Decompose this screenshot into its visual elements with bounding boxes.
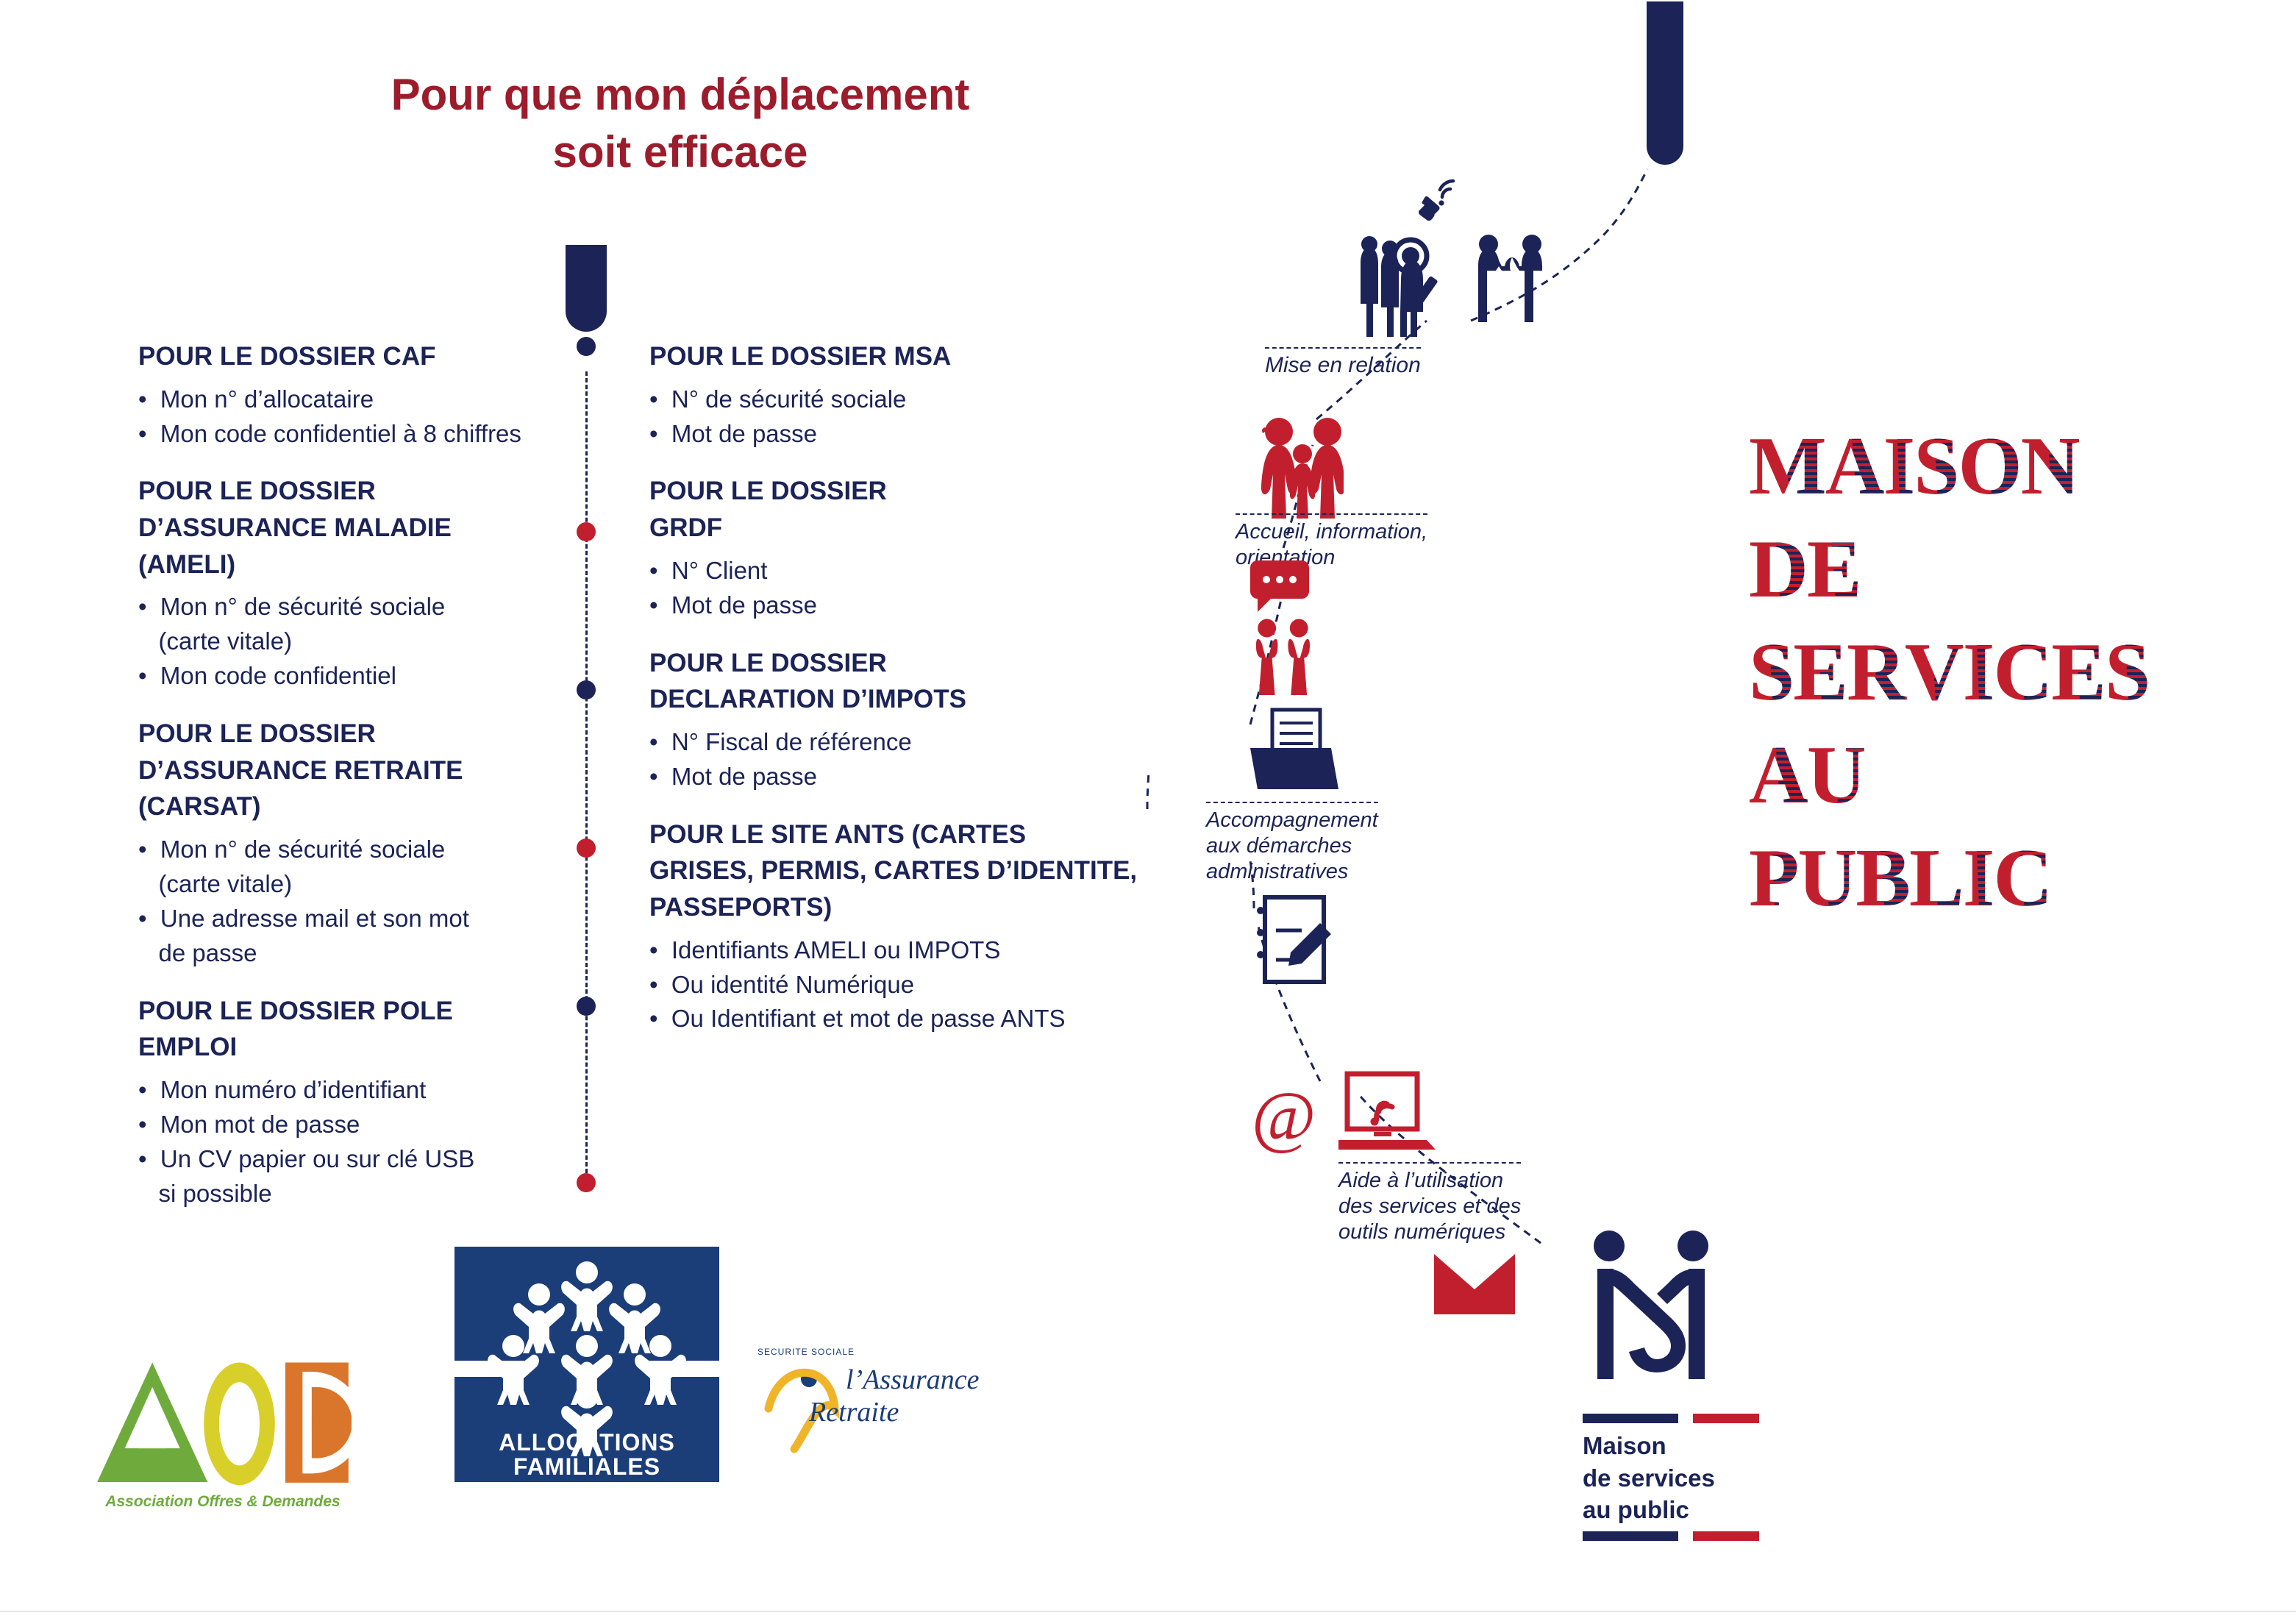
svg-text:@: @	[1252, 1087, 1316, 1153]
